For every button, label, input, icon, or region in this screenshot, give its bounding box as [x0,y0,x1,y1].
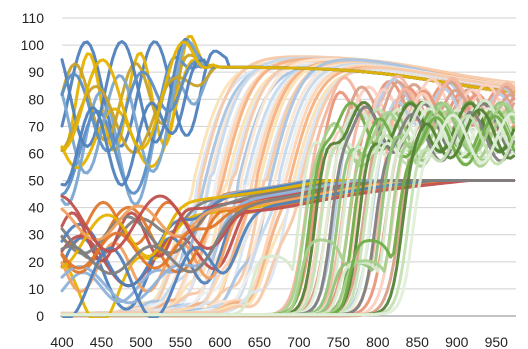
x-tick-label: 400 [50,334,74,349]
series-line-low-oscillating-17 [60,179,516,253]
y-tick-label: 80 [28,91,44,107]
x-tick-label: 700 [287,334,311,349]
series-group [60,35,516,318]
x-tick-label: 900 [445,334,469,349]
series-line-green-rising-22 [60,112,516,317]
y-tick-label: 10 [28,281,44,297]
x-tick-label: 450 [90,334,114,349]
x-tick-label: 550 [169,334,193,349]
y-tick-label: 70 [28,118,44,134]
y-tick-label: 60 [28,145,44,161]
y-tick-label: 110 [22,10,45,26]
y-tick-label: 20 [28,254,44,270]
x-tick-label: 850 [406,334,430,349]
x-tick-label: 500 [129,334,153,349]
x-tick-label: 650 [248,334,272,349]
y-tick-label: 100 [21,37,45,53]
x-tick-label: 950 [485,334,509,349]
x-tick-label: 600 [208,334,232,349]
y-tick-label: 90 [28,64,44,80]
y-tick-label: 50 [28,173,44,189]
y-tick-label: 40 [28,200,44,216]
y-tick-label: 30 [28,227,44,243]
series-line-low-oscillating-18 [60,179,516,275]
y-tick-label: 0 [36,308,44,324]
x-tick-label: 800 [366,334,390,349]
x-tick-label: 750 [327,334,351,349]
